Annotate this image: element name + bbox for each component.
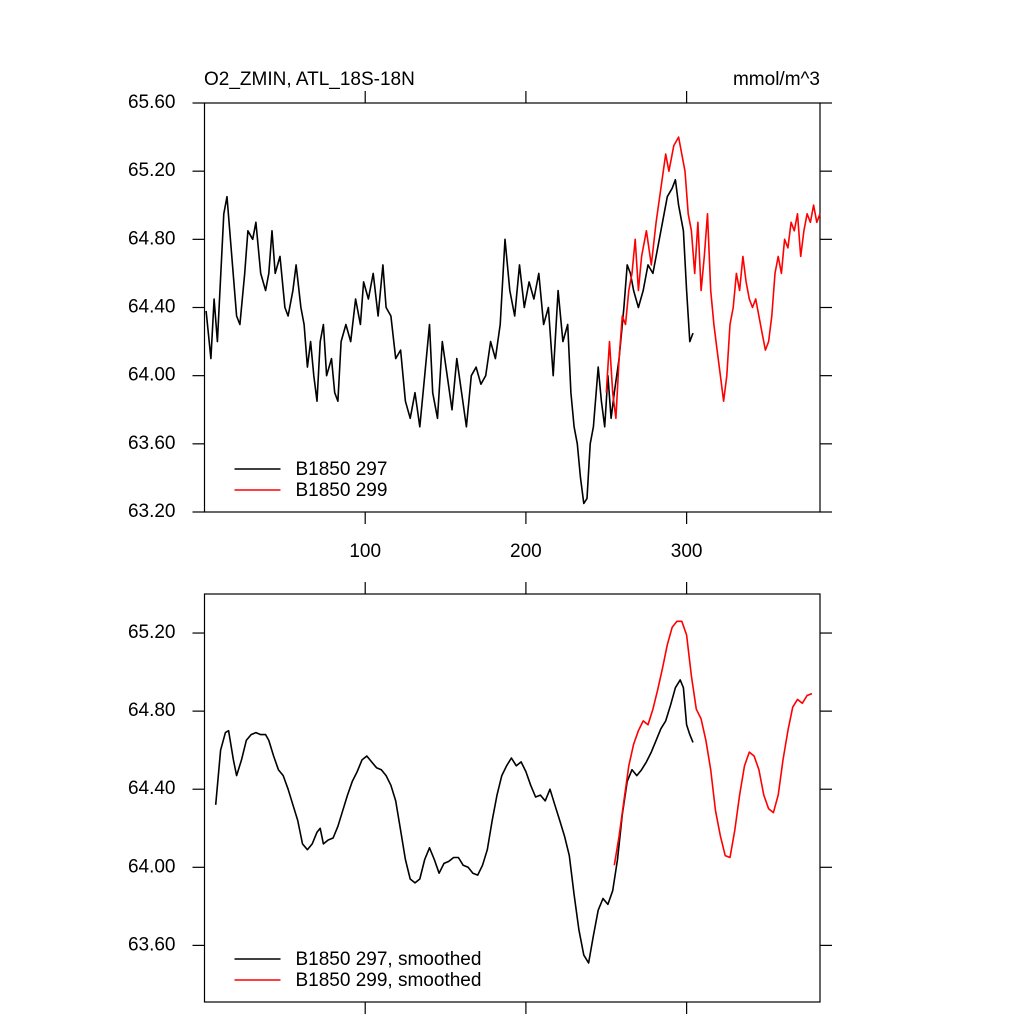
plot-frame (203, 593, 821, 1003)
y-tick-label: 63.20 (128, 501, 176, 522)
x-tick-label: 300 (671, 541, 703, 562)
x-tick-label: 200 (510, 541, 542, 562)
y-tick-label: 64.00 (128, 856, 176, 877)
y-tick-label: 64.00 (128, 365, 176, 386)
legend-label: B1850 297, smoothed (296, 949, 482, 970)
units-label: mmol/m^3 (733, 69, 820, 90)
legend-label: B1850 299, smoothed (296, 970, 482, 991)
y-tick-label: 64.40 (128, 778, 176, 799)
y-tick-label: 64.40 (128, 297, 176, 318)
legend-label: B1850 299 (296, 480, 388, 501)
plot-frame (203, 102, 821, 513)
x-tick-label: 100 (349, 541, 381, 562)
data-line (613, 620, 813, 866)
y-tick-label: 64.80 (128, 700, 176, 721)
y-tick-label: 65.20 (128, 160, 176, 181)
data-line (605, 136, 821, 420)
legend-label: B1850 297 (296, 459, 388, 480)
y-tick-label: 63.60 (128, 433, 176, 454)
y-tick-label: 63.60 (128, 934, 176, 955)
data-line (214, 679, 694, 964)
y-tick-label: 65.20 (128, 622, 176, 643)
y-tick-label: 64.80 (128, 228, 176, 249)
chart-title: O2_ZMIN, ATL_18S-18N (204, 69, 415, 90)
y-tick-label: 65.60 (128, 92, 176, 113)
